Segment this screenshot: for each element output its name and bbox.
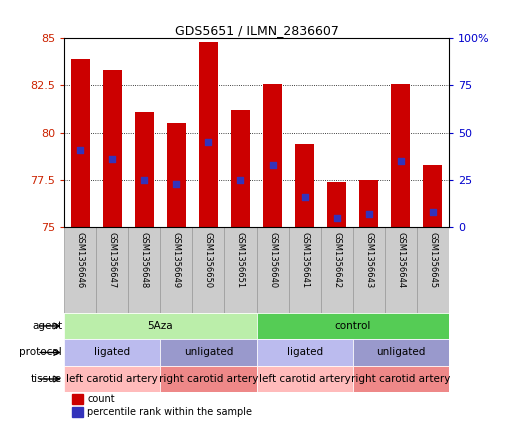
Text: tissue: tissue (31, 374, 62, 384)
Bar (225, 228, 256, 313)
Text: GSM1356642: GSM1356642 (332, 232, 341, 288)
Bar (64, 228, 96, 313)
Text: ligated: ligated (287, 347, 323, 357)
Title: GDS5651 / ILMN_2836607: GDS5651 / ILMN_2836607 (174, 24, 339, 37)
Bar (134, 112, 154, 228)
Bar (385, 228, 417, 313)
Point (332, 214, 341, 221)
Bar (256, 228, 288, 313)
Text: right carotid artery: right carotid artery (351, 374, 450, 384)
Point (397, 158, 405, 165)
Text: agent: agent (32, 321, 62, 331)
Text: GSM1356647: GSM1356647 (108, 232, 117, 288)
Text: GSM1356648: GSM1356648 (140, 232, 149, 288)
Text: count: count (87, 394, 115, 404)
Point (172, 181, 181, 187)
Text: GSM1356650: GSM1356650 (204, 232, 213, 288)
Text: left carotid artery: left carotid artery (259, 374, 350, 384)
Text: GSM1356649: GSM1356649 (172, 232, 181, 288)
Point (140, 177, 148, 184)
Bar (167, 123, 186, 228)
Bar (128, 228, 160, 313)
Point (429, 209, 437, 216)
Bar (295, 144, 314, 228)
Point (301, 194, 309, 201)
Bar (391, 83, 410, 228)
Point (204, 139, 212, 146)
Bar (64, 366, 160, 392)
Bar (417, 228, 449, 313)
Bar (192, 228, 225, 313)
Text: unligated: unligated (376, 347, 425, 357)
Bar (160, 366, 256, 392)
Bar (353, 339, 449, 366)
Bar (160, 228, 192, 313)
Bar (103, 70, 122, 228)
Point (268, 162, 277, 168)
Bar (64, 313, 256, 339)
Bar (72, 407, 83, 418)
Bar (64, 339, 160, 366)
Bar (353, 366, 449, 392)
Bar (70, 59, 90, 228)
Text: ligated: ligated (94, 347, 130, 357)
Text: GSM1356645: GSM1356645 (428, 232, 438, 288)
Bar (359, 180, 378, 228)
Bar (256, 313, 449, 339)
Point (108, 156, 116, 163)
Text: control: control (334, 321, 371, 331)
Bar (288, 228, 321, 313)
Bar (72, 394, 83, 404)
Text: GSM1356641: GSM1356641 (300, 232, 309, 288)
Point (76, 146, 84, 153)
Bar (199, 42, 218, 228)
Bar (353, 228, 385, 313)
Text: GSM1356640: GSM1356640 (268, 232, 277, 288)
Point (236, 177, 245, 184)
Bar (256, 366, 353, 392)
Bar (256, 339, 353, 366)
Text: GSM1356646: GSM1356646 (75, 232, 85, 288)
Text: GSM1356643: GSM1356643 (364, 232, 373, 288)
Text: unligated: unligated (184, 347, 233, 357)
Bar (160, 339, 256, 366)
Bar (231, 110, 250, 228)
Bar (96, 228, 128, 313)
Bar (321, 228, 353, 313)
Bar (263, 83, 282, 228)
Text: GSM1356651: GSM1356651 (236, 232, 245, 288)
Text: 5Aza: 5Aza (148, 321, 173, 331)
Text: percentile rank within the sample: percentile rank within the sample (87, 407, 252, 418)
Text: protocol: protocol (19, 347, 62, 357)
Text: GSM1356644: GSM1356644 (396, 232, 405, 288)
Bar (423, 165, 442, 228)
Bar (327, 182, 346, 228)
Point (365, 211, 373, 217)
Text: left carotid artery: left carotid artery (66, 374, 158, 384)
Text: right carotid artery: right carotid artery (159, 374, 258, 384)
